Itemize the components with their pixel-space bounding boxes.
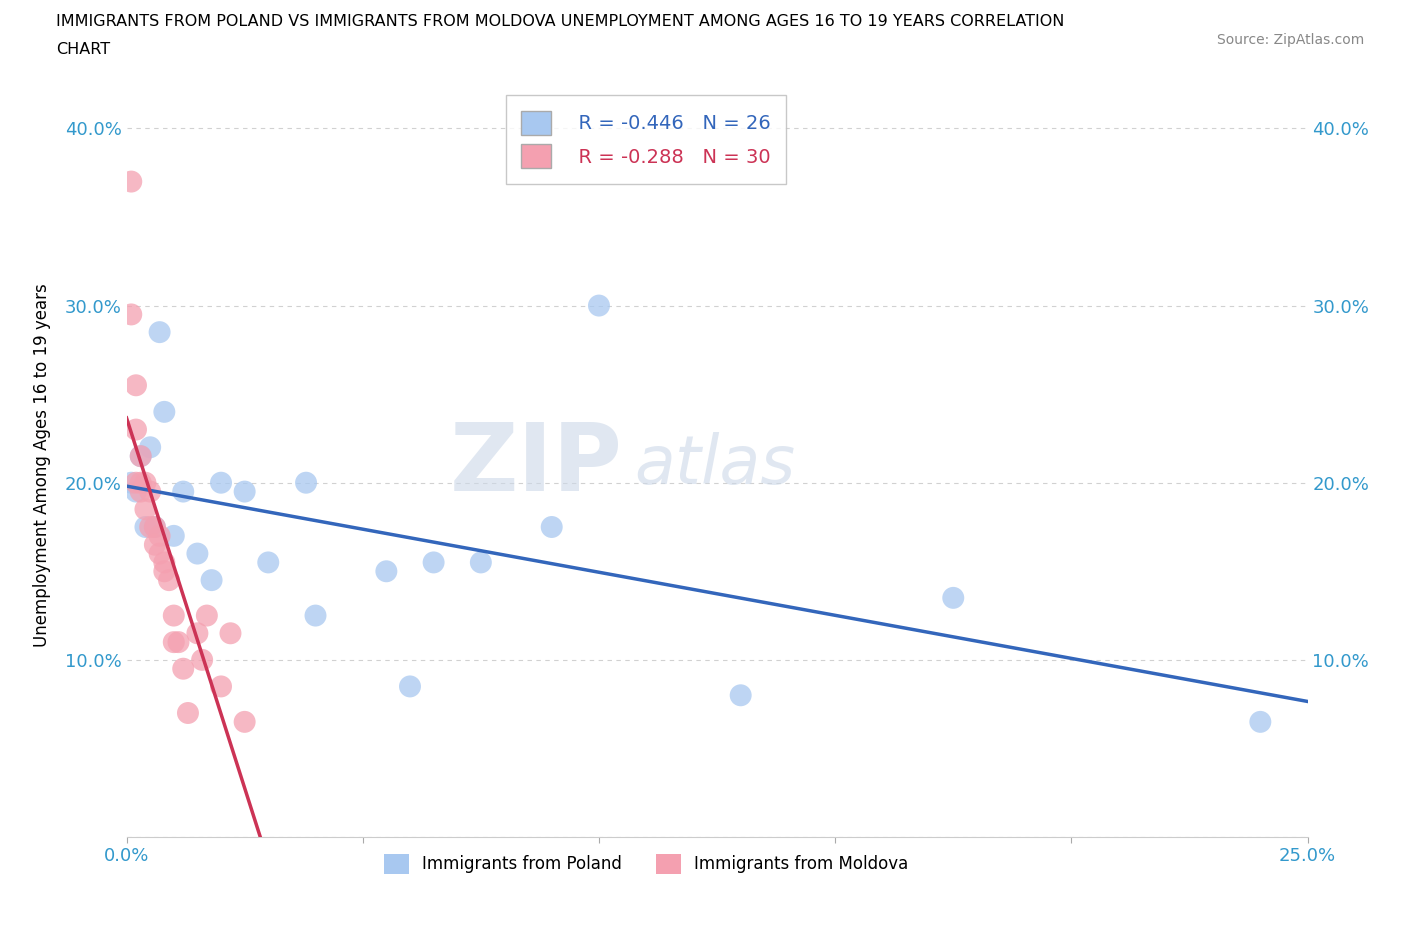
Point [134,502,156,517]
Point [304,608,326,623]
Point [186,626,208,641]
Point [134,475,156,490]
Text: IMMIGRANTS FROM POLAND VS IMMIGRANTS FROM MOLDOVA UNEMPLOYMENT AMONG AGES 16 TO : IMMIGRANTS FROM POLAND VS IMMIGRANTS FRO… [56,14,1064,29]
Point [139,520,162,535]
Point [167,634,190,649]
Point [125,378,148,392]
Point [139,440,162,455]
Point [186,546,208,561]
Point [125,485,148,499]
Point [120,174,142,189]
Point [149,325,172,339]
Point [143,520,166,535]
Point [149,546,172,561]
Text: Source: ZipAtlas.com: Source: ZipAtlas.com [1216,33,1364,46]
Point [257,555,280,570]
Point [233,485,256,499]
Point [153,555,176,570]
Point [172,485,194,499]
Point [129,475,152,490]
Point [295,475,318,490]
Point [588,299,610,313]
Point [153,564,176,578]
Text: ZIP: ZIP [450,419,623,511]
Point [375,564,398,578]
Legend: Immigrants from Poland, Immigrants from Moldova: Immigrants from Poland, Immigrants from … [377,847,915,881]
Point [149,528,172,543]
Point [730,688,752,703]
Point [209,475,232,490]
Text: atlas: atlas [634,432,796,498]
Point [422,555,444,570]
Point [134,520,156,535]
Point [195,608,218,623]
Point [125,475,148,490]
Point [157,573,180,588]
Point [200,573,222,588]
Point [191,653,214,668]
Y-axis label: Unemployment Among Ages 16 to 19 years: Unemployment Among Ages 16 to 19 years [32,283,51,647]
Point [125,422,148,437]
Text: CHART: CHART [56,42,110,57]
Point [129,448,152,463]
Point [143,538,166,552]
Point [143,520,166,535]
Point [540,520,562,535]
Point [129,485,152,499]
Point [470,555,492,570]
Point [163,528,186,543]
Point [209,679,232,694]
Point [172,661,194,676]
Point [942,591,965,605]
Point [1249,714,1271,729]
Point [153,405,176,419]
Point [233,714,256,729]
Point [177,706,200,721]
Point [399,679,422,694]
Point [163,634,186,649]
Point [163,608,186,623]
Point [120,307,142,322]
Point [120,475,142,490]
Point [129,448,152,463]
Point [139,485,162,499]
Point [219,626,242,641]
